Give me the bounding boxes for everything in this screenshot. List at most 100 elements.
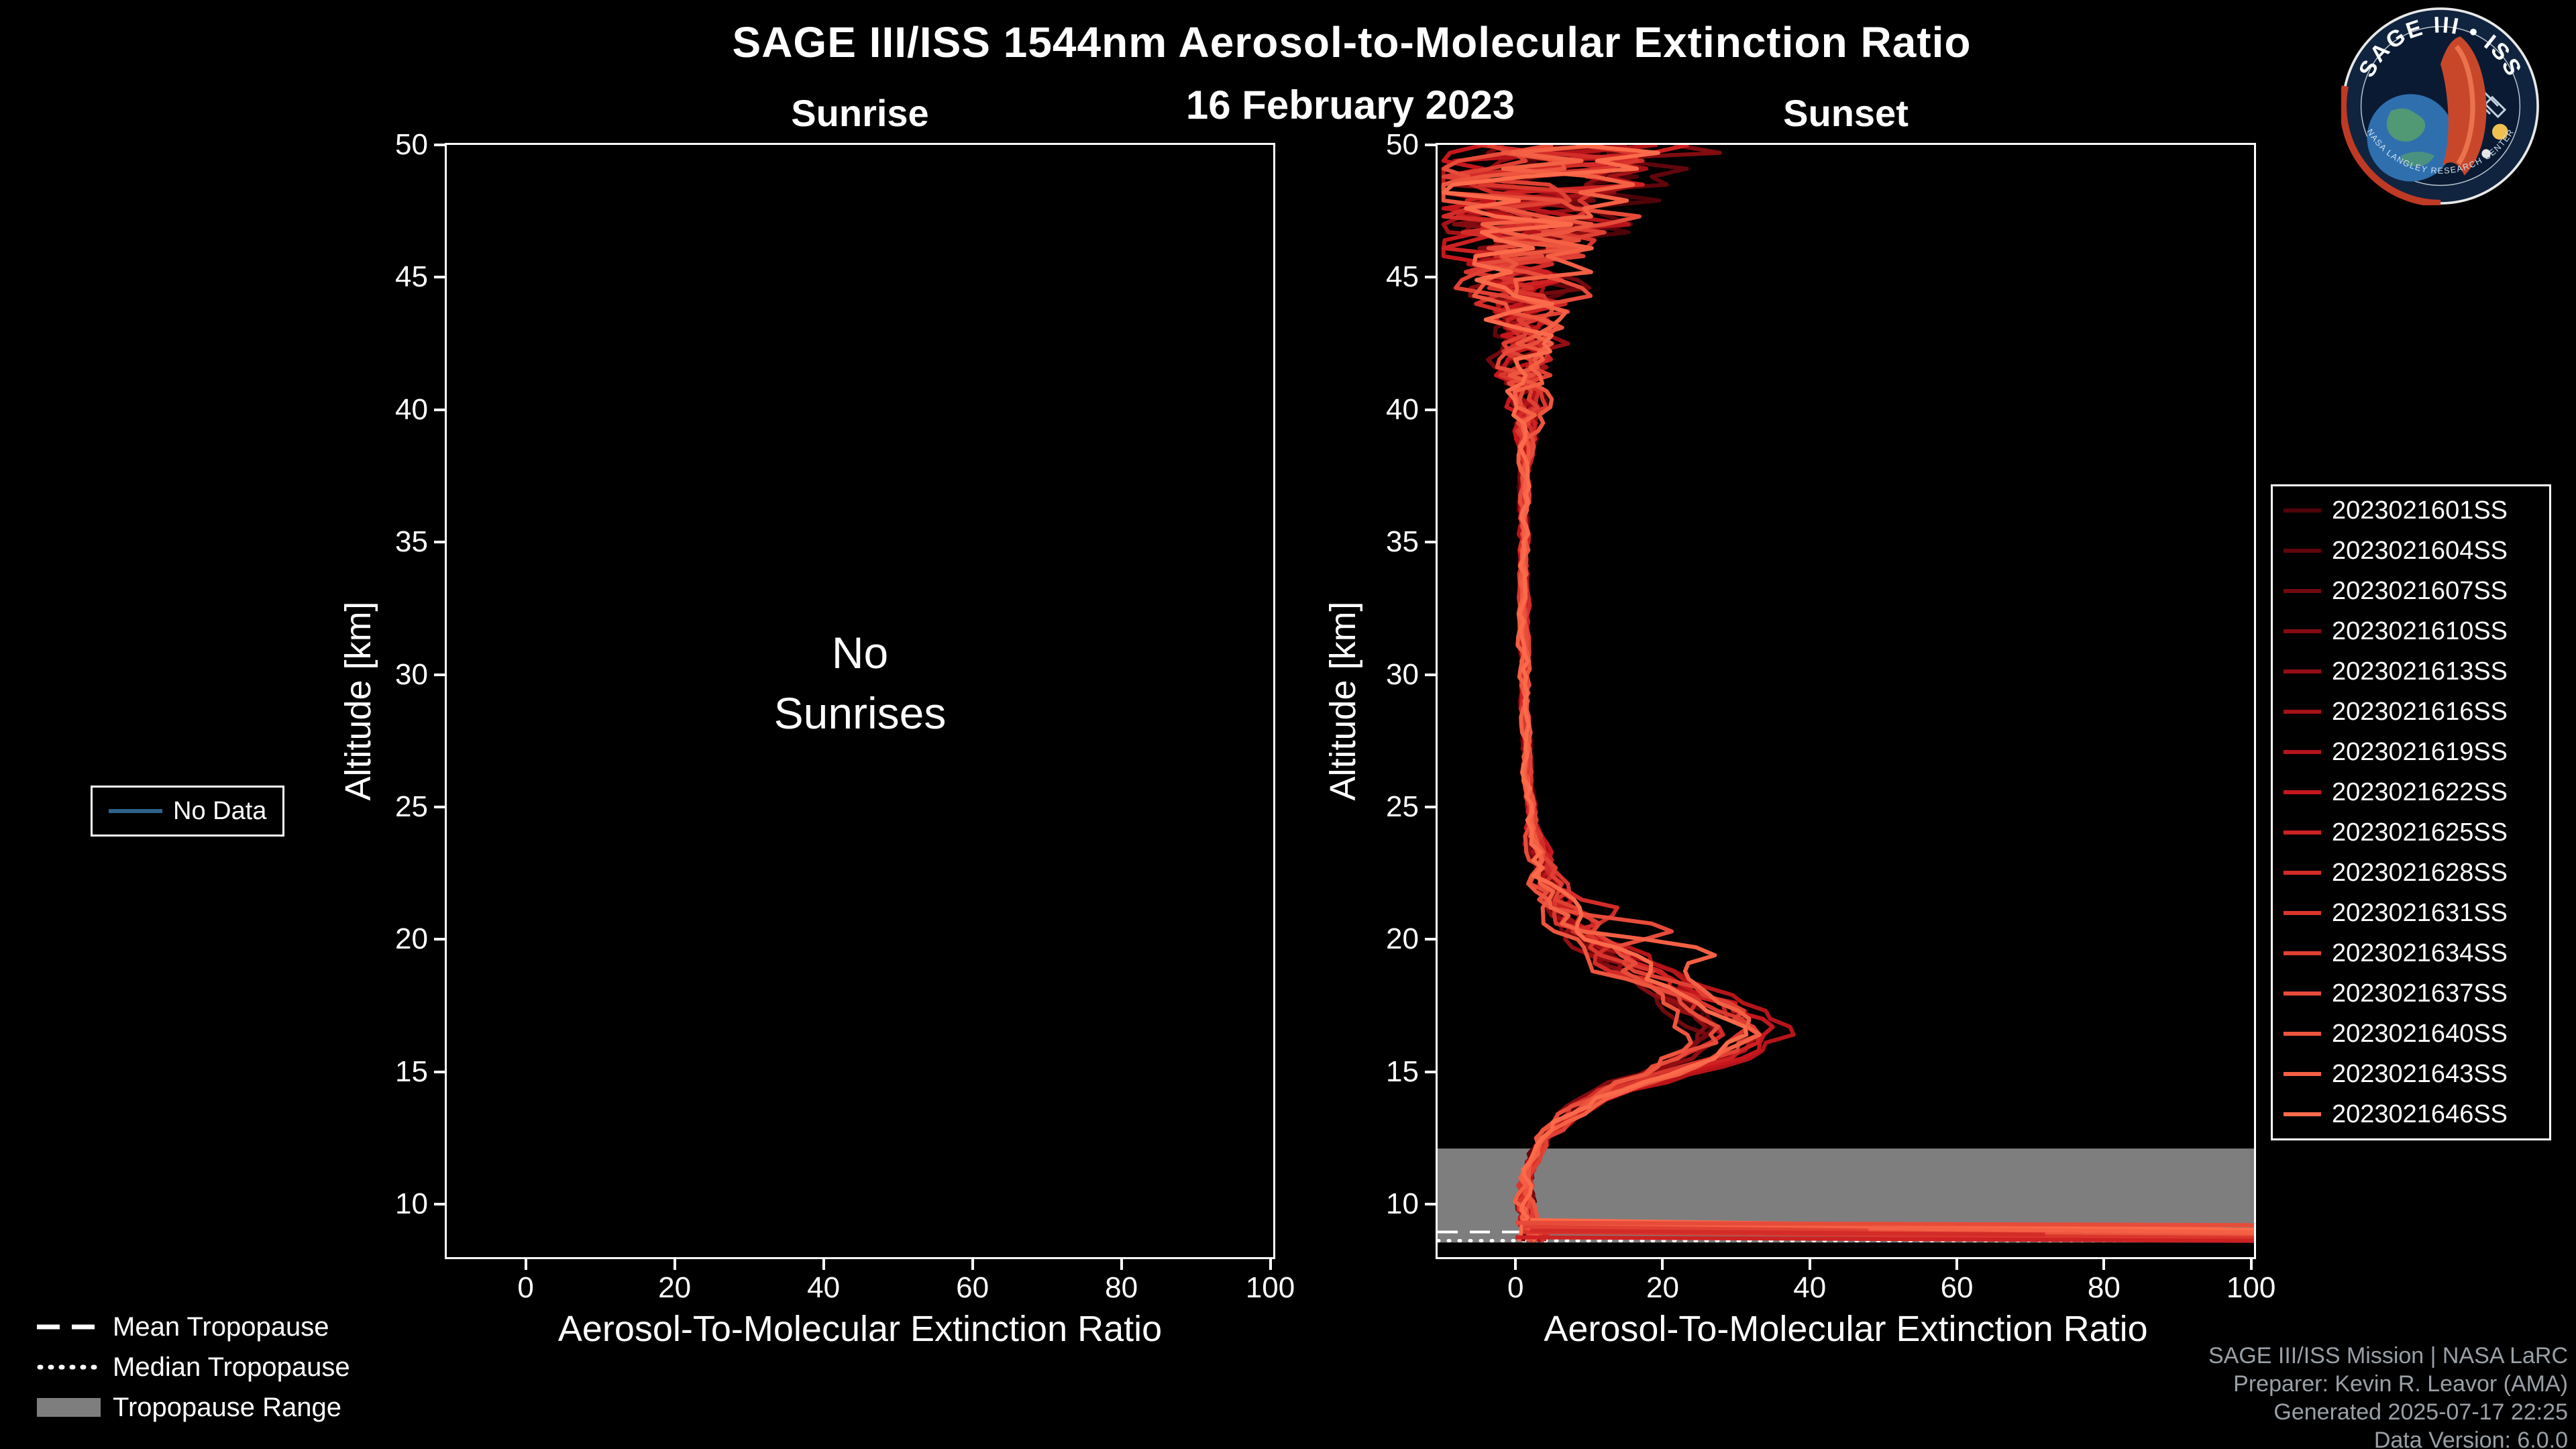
legend-swatch — [2284, 790, 2321, 794]
annotation-line-1: No — [831, 628, 889, 678]
y-tick-label: 15 — [395, 1055, 428, 1088]
y-tick-label: 10 — [395, 1187, 428, 1221]
credit-line-version: Data Version: 6.0.0 — [2373, 1428, 2568, 1449]
chart-date: 16 February 2023 — [1185, 83, 1515, 127]
y-tick-label: 45 — [1386, 260, 1419, 294]
tropospheric-streak — [1515, 1220, 2254, 1228]
legend-swatch — [2284, 1032, 2321, 1036]
no-data-legend: No Data — [91, 786, 285, 837]
sunrise-panel-title: Sunrise — [791, 92, 929, 134]
legend-label: 2023021634SS — [2332, 938, 2508, 967]
sunrise-x-axis-label: Aerosol-To-Molecular Extinction Ratio — [557, 1309, 1163, 1349]
sunset-x-axis-label: Aerosol-To-Molecular Extinction Ratio — [1544, 1309, 2148, 1349]
credit-line-generated: Generated 2025-07-17 22:25 — [2273, 1399, 2568, 1425]
legend-label: 2023021646SS — [2332, 1099, 2508, 1128]
legend-swatch — [2284, 1112, 2321, 1116]
legend-item: 2023021622SS — [2273, 772, 2549, 812]
no-data-line-swatch — [109, 809, 162, 813]
legend-swatch — [2284, 1072, 2321, 1076]
legend-label: 2023021604SS — [2332, 536, 2508, 565]
x-tick-mark — [673, 1259, 676, 1270]
legend-item: 2023021604SS — [2273, 531, 2549, 571]
y-tick-mark — [1425, 673, 1436, 676]
legend-item: 2023021643SS — [2273, 1054, 2549, 1094]
tropospheric-streak — [1523, 1224, 1869, 1233]
sunset-y-axis-label: Altitude [km] — [1323, 601, 1363, 801]
y-tick-mark — [434, 938, 445, 941]
x-tick-label: 40 — [1793, 1271, 1827, 1304]
x-tick-mark — [1120, 1259, 1123, 1270]
legend-swatch — [2284, 549, 2321, 553]
y-tick-mark — [434, 541, 445, 544]
credit-line-mission: SAGE III/ISS Mission | NASA LaRC — [2208, 1343, 2568, 1368]
legend-item: 2023021631SS — [2273, 893, 2549, 933]
logo-continent — [2400, 152, 2435, 167]
band-swatch — [37, 1398, 101, 1417]
y-tick-mark — [1425, 144, 1436, 146]
y-tick-label: 30 — [1386, 657, 1419, 691]
x-tick-label: 100 — [1245, 1271, 1295, 1304]
y-tick-mark — [1425, 938, 1436, 941]
logo-moon — [2491, 123, 2508, 140]
sunset-plot-svg — [1438, 145, 2254, 1243]
legend-swatch — [2284, 669, 2321, 674]
logo-continent — [2386, 108, 2426, 142]
logo-figure-highlight — [2454, 44, 2475, 166]
legend-swatch — [2284, 991, 2321, 996]
x-tick-mark — [822, 1259, 825, 1270]
legend-label: 2023021643SS — [2332, 1059, 2508, 1088]
y-tick-mark — [434, 144, 445, 146]
legend-item: 2023021637SS — [2273, 973, 2549, 1014]
logo-planet — [2481, 149, 2491, 158]
legend-label: 2023021613SS — [2332, 657, 2508, 686]
tropopause-legend: Mean Tropopause Median Tropopause Tropop… — [37, 1307, 350, 1428]
y-tick-label: 35 — [395, 525, 428, 559]
legend-swatch — [2284, 951, 2321, 955]
legend-item: 2023021601SS — [2273, 490, 2549, 531]
x-tick-label: 60 — [956, 1271, 989, 1304]
y-tick-mark — [434, 1203, 445, 1206]
y-tick-mark — [1425, 276, 1436, 279]
x-tick-mark — [1808, 1259, 1811, 1270]
tropopause-range-legend-item: Tropopause Range — [37, 1387, 350, 1428]
legend-item: 2023021634SS — [2273, 933, 2549, 973]
legend-label: 2023021601SS — [2332, 496, 2508, 525]
legend-item: 2023021607SS — [2273, 571, 2549, 611]
y-tick-label: 15 — [1386, 1055, 1419, 1088]
x-tick-mark — [971, 1259, 974, 1270]
legend-label: 2023021640SS — [2332, 1019, 2508, 1048]
y-tick-label: 45 — [395, 260, 428, 294]
legend-item: 2023021640SS — [2273, 1014, 2549, 1054]
legend-item: 2023021625SS — [2273, 812, 2549, 853]
y-tick-label: 40 — [395, 392, 428, 426]
legend-label: 2023021625SS — [2332, 818, 2508, 847]
legend-label: 2023021622SS — [2332, 777, 2508, 806]
dotted-line-swatch — [37, 1364, 101, 1370]
x-tick-label: 40 — [807, 1271, 841, 1304]
legend-label: 2023021607SS — [2332, 576, 2508, 605]
x-tick-label: 80 — [2087, 1271, 2121, 1304]
mean-tropopause-label: Mean Tropopause — [113, 1311, 329, 1342]
x-tick-mark — [1661, 1259, 1664, 1270]
logo-figure — [2440, 36, 2487, 176]
legend-swatch — [2284, 911, 2321, 915]
credits: SAGE III/ISS Mission | NASA LaRC Prepare… — [1964, 1342, 2568, 1449]
y-tick-label: 50 — [395, 128, 428, 161]
tropospheric-streak — [1530, 1228, 2045, 1237]
profile-line — [1441, 145, 1749, 1242]
x-tick-label: 80 — [1105, 1271, 1138, 1304]
logo-red-rim — [2341, 85, 2441, 205]
tropospheric-streak — [1515, 1235, 2254, 1243]
y-tick-label: 30 — [395, 657, 428, 691]
x-tick-label: 20 — [658, 1271, 692, 1304]
credit-line-preparer: Preparer: Kevin R. Leavor (AMA) — [2233, 1371, 2568, 1397]
x-tick-mark — [524, 1259, 527, 1270]
tropospheric-streak — [1523, 1222, 2254, 1235]
x-tick-mark — [1269, 1259, 1272, 1270]
legend-swatch — [2284, 871, 2321, 875]
legend-label: 2023021619SS — [2332, 737, 2508, 766]
sunset-panel-title: Sunset — [1783, 92, 1909, 134]
legend-swatch — [2284, 710, 2321, 714]
legend-label: 2023021631SS — [2332, 898, 2508, 927]
